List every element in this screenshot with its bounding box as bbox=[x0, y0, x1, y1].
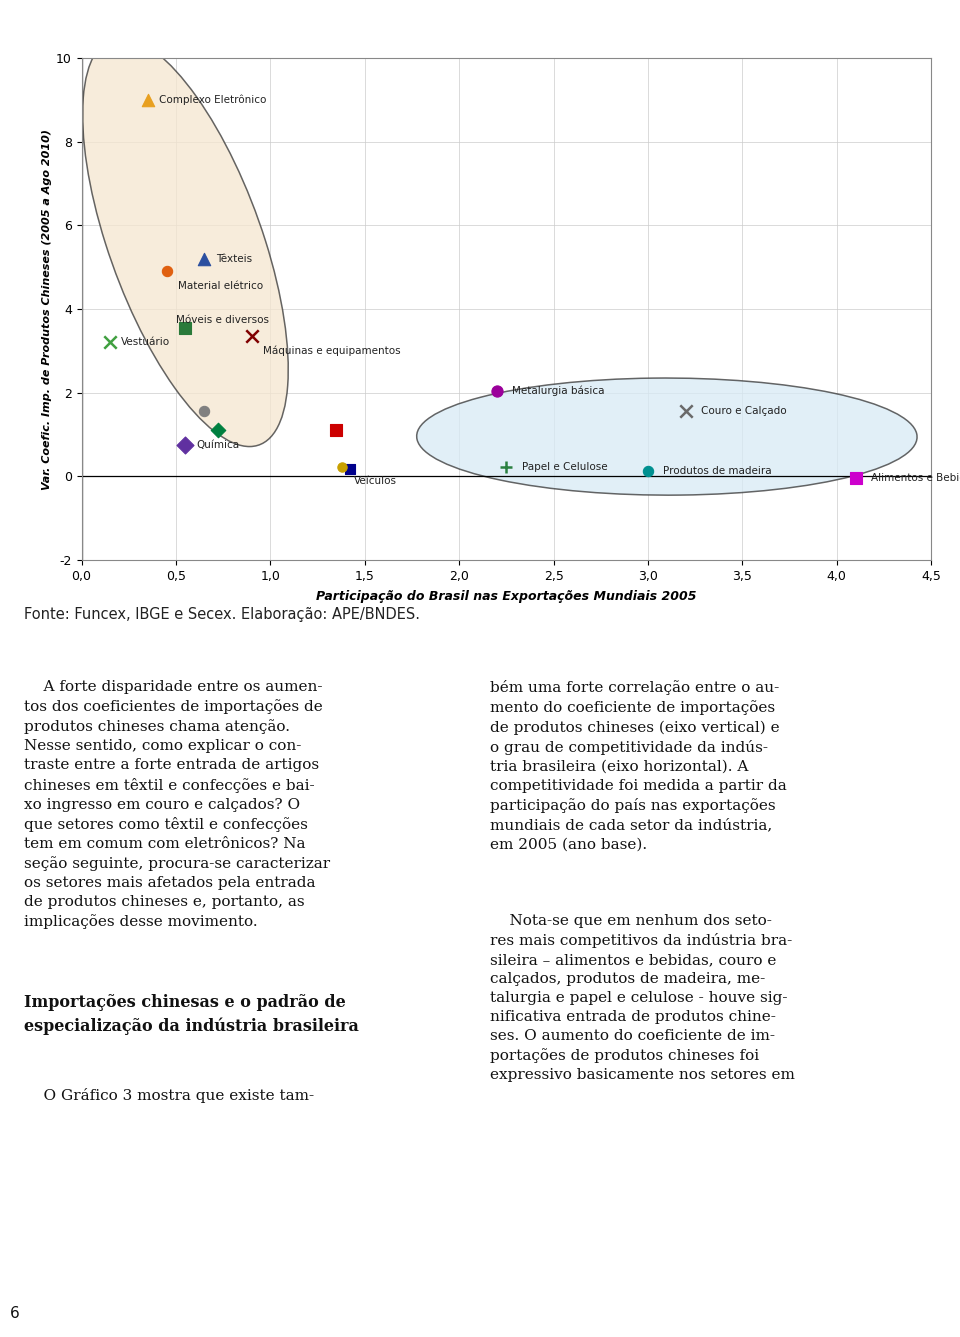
Ellipse shape bbox=[417, 378, 917, 495]
Text: Metalurgia básica: Metalurgia básica bbox=[512, 385, 605, 396]
Text: Gráfico 2: Coeficientes de Importação Por origem: Mundo X China: Gráfico 2: Coeficientes de Importação Po… bbox=[118, 15, 842, 35]
Text: Móveis e diversos: Móveis e diversos bbox=[176, 316, 269, 325]
Text: A forte disparidade entre os aumen-
tos dos coeficientes de importações de
produ: A forte disparidade entre os aumen- tos … bbox=[24, 681, 330, 929]
Point bbox=[342, 459, 357, 480]
Text: Vestuário: Vestuário bbox=[121, 337, 170, 348]
Y-axis label: Var. Coefic. Imp. de Produtos Chineses (2005 a Ago 2010): Var. Coefic. Imp. de Produtos Chineses (… bbox=[42, 128, 52, 489]
Point bbox=[334, 456, 349, 477]
Text: Alimentos e Bebidas: Alimentos e Bebidas bbox=[871, 473, 960, 484]
Point bbox=[499, 456, 515, 477]
Text: 6: 6 bbox=[10, 1306, 19, 1321]
Point bbox=[158, 261, 175, 282]
Text: Têxteis: Têxteis bbox=[216, 254, 252, 263]
Point bbox=[197, 401, 212, 422]
Ellipse shape bbox=[83, 37, 288, 447]
Text: Fonte: Funcex, IBGE e Secex. Elaboração: APE/BNDES.: Fonte: Funcex, IBGE e Secex. Elaboração:… bbox=[24, 607, 420, 623]
Point bbox=[678, 401, 693, 422]
Point bbox=[640, 461, 656, 483]
Point bbox=[848, 468, 863, 489]
Point bbox=[178, 317, 193, 338]
Text: Nota-se que em nenhum dos seto-
res mais competitivos da indústria bra-
sileira : Nota-se que em nenhum dos seto- res mais… bbox=[490, 915, 795, 1082]
Text: Máquinas e equipamentos: Máquinas e equipamentos bbox=[263, 345, 400, 356]
Text: Material elétrico: Material elétrico bbox=[178, 281, 263, 291]
Text: Química: Química bbox=[197, 440, 240, 451]
Text: Produtos de madeira: Produtos de madeira bbox=[663, 467, 772, 476]
Point bbox=[197, 249, 212, 270]
Point bbox=[140, 90, 156, 111]
X-axis label: Participação do Brasil nas Exportações Mundiais 2005: Participação do Brasil nas Exportações M… bbox=[316, 590, 697, 603]
Text: Papel e Celulose: Papel e Celulose bbox=[521, 463, 607, 472]
Text: O Gráfico 3 mostra que existe tam-: O Gráfico 3 mostra que existe tam- bbox=[24, 1088, 314, 1103]
Point bbox=[178, 435, 193, 456]
Text: bém uma forte correlação entre o au-
mento do coeficiente de importações
de prod: bém uma forte correlação entre o au- men… bbox=[490, 681, 786, 852]
Text: Importações chinesas e o padrão de
especialização da indústria brasileira: Importações chinesas e o padrão de espec… bbox=[24, 995, 359, 1035]
Point bbox=[210, 420, 226, 441]
Point bbox=[490, 380, 505, 401]
Text: Complexo Eletrônico: Complexo Eletrônico bbox=[159, 95, 266, 106]
Text: Veículos: Veículos bbox=[353, 476, 396, 485]
Text: Couro e Calçado: Couro e Calçado bbox=[701, 406, 786, 417]
Point bbox=[103, 332, 117, 353]
Point bbox=[328, 420, 345, 441]
Point bbox=[244, 325, 259, 346]
